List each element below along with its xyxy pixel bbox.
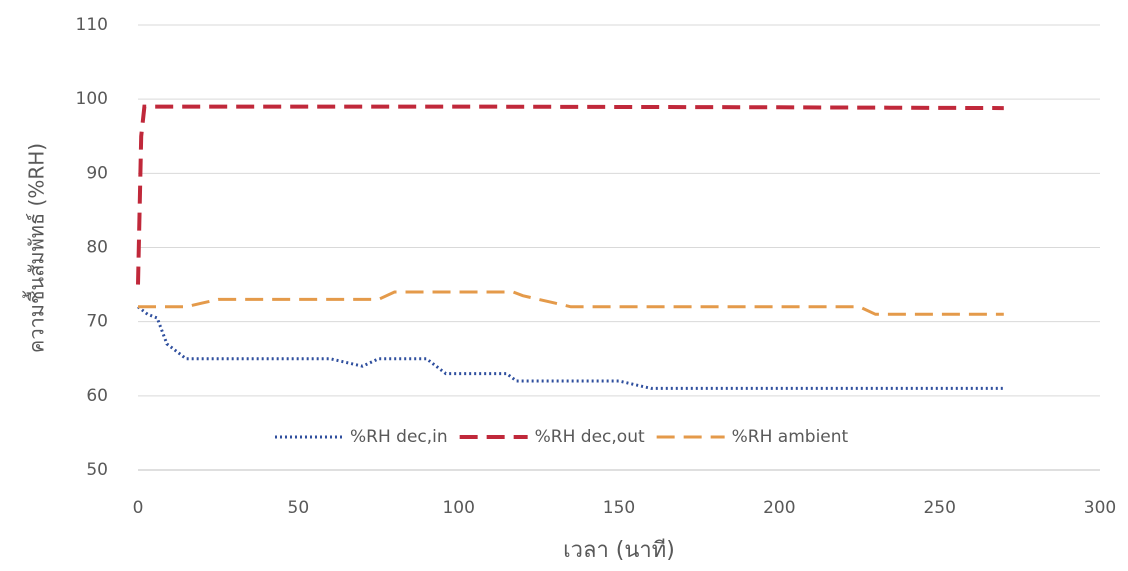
x-tick-label: 0 xyxy=(133,498,144,518)
y-tick-label: 50 xyxy=(86,460,108,480)
y-tick-label: 110 xyxy=(76,15,108,35)
legend-label: %RH dec,out xyxy=(535,427,645,447)
x-tick-label: 150 xyxy=(603,498,635,518)
x-tick-label: 300 xyxy=(1084,498,1116,518)
y-axis-title: ความชื้นสัมพัทธ์ (%RH) xyxy=(23,143,49,353)
legend-label: %RH dec,in xyxy=(350,427,448,447)
legend-label: %RH ambient xyxy=(732,427,849,447)
data-line xyxy=(138,290,1004,316)
x-axis-title: เวลา (นาที) xyxy=(563,538,675,563)
y-tick-label: 70 xyxy=(86,312,108,332)
y-tick-label: 100 xyxy=(76,89,108,109)
x-tick-label: 200 xyxy=(763,498,795,518)
x-tick-label: 100 xyxy=(442,498,474,518)
y-tick-label: 80 xyxy=(86,238,108,258)
data-line xyxy=(136,104,1004,285)
y-tick-label: 60 xyxy=(86,386,108,406)
x-tick-label: 250 xyxy=(923,498,955,518)
x-tick-label: 50 xyxy=(288,498,310,518)
data-line xyxy=(137,305,1004,390)
y-tick-label: 90 xyxy=(86,163,108,183)
